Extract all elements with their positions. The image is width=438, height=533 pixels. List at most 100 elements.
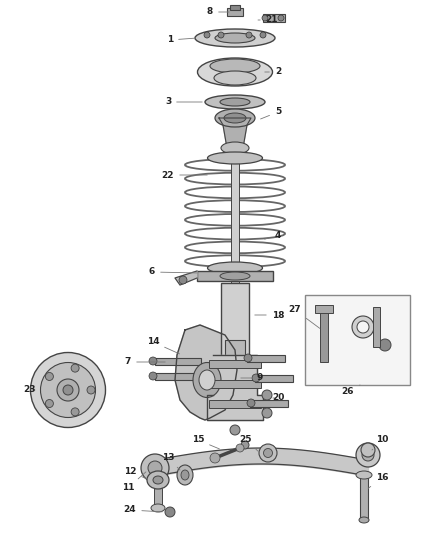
Bar (230, 5, 240, 10)
Polygon shape (175, 325, 237, 420)
Text: 7: 7 (125, 358, 165, 367)
Ellipse shape (214, 71, 256, 85)
Ellipse shape (199, 370, 215, 390)
Text: 10: 10 (372, 435, 388, 450)
Bar (247, 355, 285, 362)
Ellipse shape (31, 352, 106, 427)
Bar (209, 380, 261, 388)
Ellipse shape (356, 471, 372, 479)
Ellipse shape (151, 504, 165, 512)
Ellipse shape (195, 29, 275, 47)
Circle shape (278, 15, 284, 21)
Circle shape (361, 443, 375, 457)
Ellipse shape (141, 454, 169, 482)
Circle shape (179, 276, 187, 284)
Text: 6: 6 (149, 268, 197, 277)
Circle shape (149, 372, 157, 380)
Circle shape (244, 354, 252, 362)
Text: 1: 1 (167, 36, 194, 44)
Text: 11: 11 (122, 472, 146, 492)
Text: 18: 18 (255, 311, 284, 319)
Ellipse shape (215, 109, 255, 127)
Text: 8: 8 (207, 7, 229, 17)
Ellipse shape (40, 362, 95, 417)
Bar (373, 307, 380, 347)
Circle shape (246, 32, 252, 38)
Ellipse shape (210, 59, 260, 73)
Circle shape (218, 32, 224, 38)
Circle shape (71, 364, 79, 372)
Ellipse shape (177, 465, 193, 485)
Text: 16: 16 (368, 473, 388, 488)
Bar (197, 271, 273, 281)
Bar (155, 373, 201, 380)
Bar (221, 283, 249, 358)
Ellipse shape (220, 98, 250, 106)
Bar (360, 475, 368, 520)
Text: 13: 13 (162, 454, 180, 470)
Bar (227, 8, 243, 16)
Ellipse shape (208, 262, 262, 274)
Circle shape (71, 408, 79, 416)
Polygon shape (207, 355, 263, 420)
Circle shape (46, 400, 53, 408)
Ellipse shape (359, 517, 369, 523)
Bar (155, 358, 201, 365)
Circle shape (352, 316, 374, 338)
Text: 21: 21 (258, 15, 278, 25)
Bar (315, 305, 333, 313)
Text: 14: 14 (147, 337, 180, 354)
Circle shape (241, 441, 249, 449)
Ellipse shape (193, 362, 221, 398)
Ellipse shape (259, 444, 277, 462)
Ellipse shape (147, 471, 169, 489)
Bar (209, 400, 261, 408)
Ellipse shape (264, 448, 272, 457)
Circle shape (149, 357, 157, 365)
Ellipse shape (356, 443, 380, 467)
Bar (255, 375, 293, 382)
Text: 4: 4 (265, 230, 281, 239)
Ellipse shape (198, 58, 272, 86)
Ellipse shape (221, 142, 249, 154)
Circle shape (210, 453, 220, 463)
Circle shape (260, 32, 266, 38)
Text: 15: 15 (192, 435, 219, 449)
Bar (225, 340, 245, 358)
Circle shape (247, 399, 255, 407)
Circle shape (252, 374, 260, 382)
Circle shape (46, 373, 53, 381)
Text: 22: 22 (162, 171, 207, 180)
Bar (305, 295, 410, 385)
Circle shape (236, 444, 244, 452)
Ellipse shape (181, 470, 189, 480)
Ellipse shape (148, 461, 162, 475)
Bar (154, 488, 162, 508)
Text: 20: 20 (272, 393, 284, 402)
Circle shape (204, 32, 210, 38)
Circle shape (230, 425, 240, 435)
Circle shape (262, 15, 268, 21)
Circle shape (379, 339, 391, 351)
Text: 27: 27 (289, 305, 320, 328)
Ellipse shape (215, 33, 255, 43)
Polygon shape (175, 271, 197, 285)
Ellipse shape (224, 113, 246, 123)
Bar (320, 307, 328, 362)
Text: 26: 26 (342, 385, 360, 397)
Circle shape (357, 321, 369, 333)
Bar (209, 360, 261, 368)
Text: 5: 5 (261, 108, 281, 119)
Ellipse shape (153, 476, 163, 484)
Ellipse shape (205, 95, 265, 109)
Text: 3: 3 (165, 98, 202, 107)
Text: 9: 9 (241, 374, 263, 383)
Bar (250, 400, 288, 407)
Bar (231, 155, 239, 285)
Text: 23: 23 (24, 385, 36, 394)
Circle shape (262, 390, 272, 400)
Circle shape (165, 507, 175, 517)
Bar (263, 14, 285, 22)
Text: 12: 12 (124, 467, 148, 479)
Ellipse shape (208, 152, 262, 164)
